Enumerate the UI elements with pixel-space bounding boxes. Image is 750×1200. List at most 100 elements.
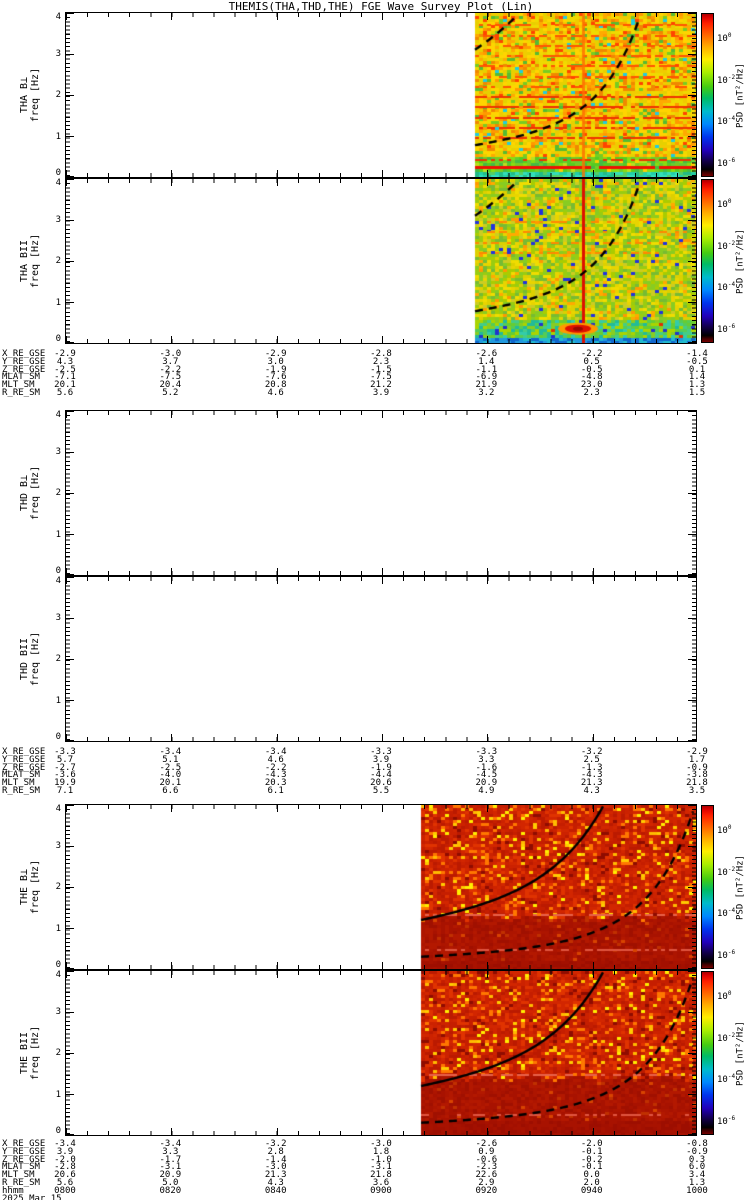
colorbar-tick-label: 100 [717, 824, 732, 837]
freq-axis-label: freq [Hz] [30, 67, 41, 123]
minor-ticks [66, 13, 696, 17]
freq-tick-label: 0 [55, 1126, 61, 1136]
spectrogram-canvas-the-perp [66, 805, 696, 969]
annotation-row-label: R_RE_SM [2, 786, 40, 796]
colorbar-tick-label: 100 [717, 990, 732, 1003]
panel-name-label: THE B⊥ [19, 868, 30, 906]
x-major-tick [171, 971, 172, 978]
panel-name-label: THA BII [19, 239, 30, 283]
minor-ticks [66, 339, 696, 343]
freq-tick-label: 3 [55, 1006, 61, 1017]
y-major-tick [688, 179, 696, 180]
y-major-tick [66, 179, 74, 180]
y-major-tick [66, 700, 74, 701]
annotation-value: 2.9 [478, 1178, 495, 1188]
y-major-tick [688, 220, 696, 221]
annotation-value: -0.8 [686, 1139, 708, 1149]
colorbar-tick-label: 10-2 [717, 865, 736, 878]
x-major-tick [593, 13, 594, 20]
annotation-value: 5.7 [56, 754, 74, 765]
annotation-value: 0900 [370, 1185, 392, 1196]
freq-tick-label: 1 [55, 131, 61, 142]
x-major-tick [171, 962, 172, 969]
spectrogram-canvas-tha-perp [66, 13, 696, 177]
annotation-value: -1.4 [264, 1154, 287, 1165]
annotation-value: 1.4 [688, 372, 706, 383]
colorbar-tick-label: 10-6 [717, 1114, 736, 1127]
x-major-tick [277, 577, 278, 584]
freq-axis-label: freq [Hz] [30, 465, 41, 521]
colorbar-axis-label: PSD [nT²/Hz] [735, 854, 746, 921]
annotation-value: -3.8 [686, 770, 708, 781]
annotation-value: -1.4 [686, 349, 708, 359]
x-major-tick [382, 568, 383, 575]
annotation-value: 20.1 [54, 380, 76, 391]
annotation-value: -4.3 [264, 770, 287, 781]
annotation-value: -0.9 [686, 1146, 708, 1157]
annotation-row-label: X_RE_GSE [2, 747, 46, 757]
annotation-value: 1.3 [688, 1178, 706, 1188]
x-major-tick [487, 971, 488, 978]
annotation-row-label: X_RE_GSE [2, 1139, 46, 1149]
x-major-tick [171, 1128, 172, 1135]
freq-tick-label: 2 [55, 654, 61, 664]
spectrogram-canvas-the-par [66, 971, 696, 1135]
annotation-value: 20.6 [370, 778, 392, 789]
annotation-value: 21.9 [475, 380, 498, 391]
y-major-tick [66, 95, 74, 96]
y-major-tick [688, 176, 696, 177]
y-major-tick [688, 302, 696, 303]
annotation-value: -1.5 [370, 364, 392, 375]
x-major-tick [171, 734, 172, 741]
annotation-value: 1000 [686, 1185, 708, 1196]
freq-tick-label: 2 [55, 256, 61, 266]
annotation-value: -7.5 [370, 372, 392, 383]
x-major-tick [171, 170, 172, 177]
minor-ticks [66, 411, 696, 415]
freq-tick-label: 4 [55, 410, 61, 420]
y-major-tick [688, 342, 696, 343]
annotation-value: -1.7 [159, 1154, 182, 1165]
y-major-tick [66, 846, 74, 847]
freq-axis-label: freq [Hz] [30, 1025, 41, 1081]
freq-tick-label: 2 [55, 882, 61, 892]
minor-ticks [66, 173, 696, 177]
annotation-value: 20.9 [475, 778, 498, 789]
y-major-tick [66, 411, 74, 412]
x-major-tick [487, 805, 488, 812]
annotation-value: 6.6 [162, 786, 179, 796]
annotation-value: -3.3 [475, 747, 498, 757]
annotation-value: 20.8 [264, 380, 287, 391]
annotation-value: 3.4 [688, 1170, 706, 1181]
x-major-tick [66, 179, 67, 186]
annotation-value: -3.6 [54, 770, 76, 781]
freq-tick-label: 1 [55, 297, 61, 308]
x-major-tick [277, 962, 278, 969]
panel-frame-the-par [65, 970, 697, 1136]
x-major-tick [593, 971, 594, 978]
freq-tick-label: 1 [55, 529, 61, 540]
panel-ylabel: THA BII freq [Hz] [19, 178, 41, 344]
x-major-tick [66, 971, 67, 978]
annotation-value: 4.6 [267, 388, 284, 398]
annotation-value: -3.3 [370, 747, 392, 757]
freq-tick-label: 0 [55, 566, 61, 576]
y-major-tick [688, 261, 696, 262]
y-major-tick [66, 577, 74, 578]
annotation-value: -2.5 [54, 364, 76, 375]
annotation-value: -3.3 [54, 747, 76, 757]
y-major-tick [66, 302, 74, 303]
x-major-tick [277, 170, 278, 177]
y-major-tick [688, 577, 696, 578]
x-major-tick [66, 1128, 67, 1135]
x-major-tick [696, 411, 697, 418]
annotation-value: 3.9 [372, 388, 390, 398]
y-major-tick [688, 1094, 696, 1095]
annotation-value: 3.3 [162, 1146, 179, 1157]
minor-ticks [66, 1131, 696, 1135]
annotation-value: -3.4 [264, 747, 287, 757]
x-major-tick [382, 962, 383, 969]
x-major-tick [171, 568, 172, 575]
annotation-value: -2.5 [159, 762, 182, 773]
y-major-tick [688, 618, 696, 619]
